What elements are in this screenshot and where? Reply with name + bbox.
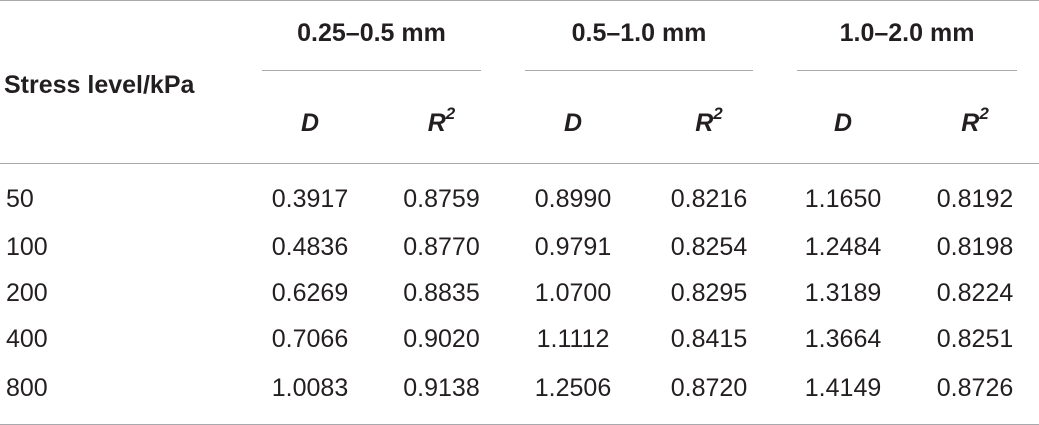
group-divider (525, 70, 754, 71)
sub-header-r2: R2 (380, 83, 503, 164)
table-cell: 0.8192 (936, 184, 1014, 213)
table-cell: 0.8251 (936, 324, 1014, 353)
table-row: 400 0.7066 0.9020 1.1112 0.8415 1.3664 0… (0, 316, 1039, 362)
header-sub-row: D R2 D R2 D R2 (0, 83, 1039, 164)
sub-header-r2: R2 (911, 83, 1039, 164)
sub-header-r2: R2 (643, 83, 776, 164)
table-cell: 0.9020 (403, 324, 480, 353)
table-cell: 0.8770 (403, 232, 480, 261)
sub-header-r-text: R (695, 108, 714, 137)
stress-level-cell: 800 (0, 362, 240, 425)
table-cell: 0.8224 (936, 278, 1014, 307)
table-cell: 0.8720 (643, 362, 776, 425)
group-header-label: 0.5–1.0 mm (571, 19, 707, 47)
sub-header-r-text: R (961, 108, 980, 137)
group-header-label: 1.0–2.0 mm (839, 19, 975, 47)
stress-level-cell: 200 (6, 278, 48, 307)
table-row: 200 0.6269 0.8835 1.0700 0.8295 1.3189 0… (0, 270, 1039, 316)
sub-header-d-text: D (833, 108, 853, 137)
sub-header-d: D (775, 83, 912, 164)
group-header-1: 0.5–1.0 mm (503, 0, 776, 83)
table-cell: 1.2484 (804, 232, 882, 261)
sub-header-r-text: R (427, 108, 446, 137)
table-cell: 0.9138 (380, 362, 503, 425)
table-cell: 0.8295 (670, 278, 748, 307)
stress-level-cell: 100 (6, 232, 48, 261)
superscript: 2 (445, 103, 456, 123)
table-cell: 0.3917 (271, 184, 349, 213)
table-row: 50 0.3917 0.8759 0.8990 0.8216 1.1650 0.… (0, 164, 1039, 225)
table-cell: 0.8415 (670, 324, 748, 353)
superscript: 2 (713, 103, 723, 123)
table-cell: 1.3664 (804, 324, 882, 353)
group-header-0: 0.25–0.5 mm (240, 0, 503, 83)
table-row: 800 1.0083 0.9138 1.2506 0.8720 1.4149 0… (0, 362, 1039, 425)
sub-header-d: D (240, 83, 380, 164)
table-cell: 0.7066 (271, 324, 349, 353)
group-header-label: 0.25–0.5 mm (297, 19, 446, 47)
sub-header-d-text: D (300, 108, 320, 137)
stress-level-cell: 400 (6, 324, 48, 353)
table-cell: 0.8254 (670, 232, 748, 261)
table-cell: 0.9791 (534, 232, 612, 261)
group-divider (797, 70, 1018, 71)
stub-header: Stress level/kPa (0, 0, 240, 164)
header-group-row: Stress level/kPa 0.25–0.5 mm 0.5–1.0 mm … (0, 0, 1039, 164)
table-cell: 1.0700 (534, 278, 612, 307)
table-cell: 1.1650 (804, 184, 882, 213)
stress-level-cell: 50 (6, 184, 34, 213)
superscript: 2 (979, 103, 989, 123)
table-cell: 0.6269 (271, 278, 349, 307)
table-cell: 1.0083 (240, 362, 380, 425)
table-cell: 1.1112 (536, 324, 610, 353)
table-cell: 0.8990 (534, 184, 612, 213)
table-cell: 1.3189 (804, 278, 882, 307)
table-cell: 0.8726 (911, 362, 1039, 425)
sub-header-d: D (503, 83, 643, 164)
table-cell: 0.8216 (670, 184, 748, 213)
table-row: 100 0.4836 0.8770 0.9791 0.8254 1.2484 0… (0, 224, 1039, 270)
table-cell: 1.2506 (503, 362, 643, 425)
table-cell: 0.4836 (271, 232, 349, 261)
table-cell: 1.4149 (775, 362, 912, 425)
sub-header-d-text: D (563, 108, 583, 137)
table-cell: 0.8198 (936, 232, 1014, 261)
table-cell: 0.8835 (403, 278, 480, 307)
group-divider (262, 70, 481, 71)
group-header-2: 1.0–2.0 mm (775, 0, 1039, 83)
table-cell: 0.8759 (403, 184, 480, 213)
